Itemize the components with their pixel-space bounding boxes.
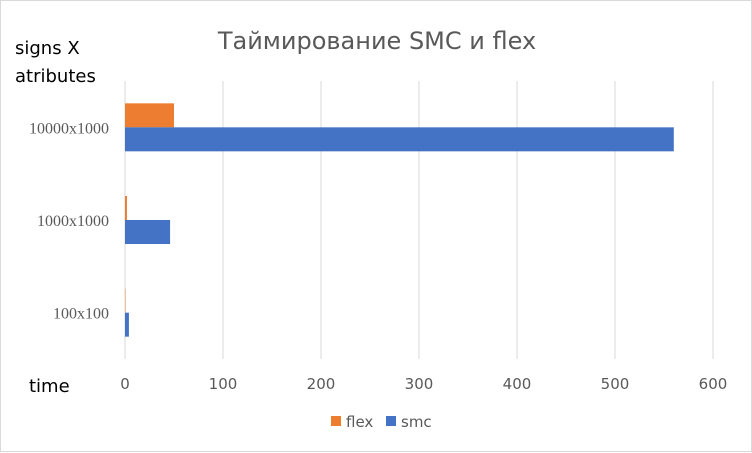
category-label: 1000x1000	[37, 213, 109, 230]
gridlines	[124, 81, 714, 359]
category-label: 10000x1000	[29, 120, 109, 137]
bar-smc-100x100	[125, 312, 129, 337]
x-tick-label: 300	[405, 375, 434, 393]
bar-flex-1000x1000	[125, 196, 127, 220]
x-tick-label: 0	[120, 375, 130, 393]
x-tick-label: 100	[209, 375, 238, 393]
x-tick-label: 500	[601, 375, 630, 393]
bars	[125, 103, 674, 337]
bar-smc-1000x1000	[125, 220, 171, 244]
legend-label-flex: flex	[346, 413, 373, 431]
bar-smc-10000x1000	[125, 127, 674, 152]
legend-label-smc: smc	[401, 413, 432, 431]
x-tick-label: 400	[503, 375, 532, 393]
x-tick-label: 600	[699, 375, 728, 393]
chart-title: Таймирование SMC и flex	[217, 27, 536, 55]
x-tick-label: 200	[307, 375, 336, 393]
legend-swatch-smc	[386, 416, 396, 426]
legend-swatch-flex	[331, 416, 341, 426]
x-tick-labels: 0 100 200 300 400 500 600	[120, 375, 727, 393]
x-axis-title: time	[29, 376, 70, 397]
bar-flex-100x100	[125, 288, 126, 313]
legend: flex smc	[331, 413, 432, 431]
category-labels: 10000x1000 1000x1000 100x100	[29, 120, 109, 322]
category-label: 100x100	[53, 306, 109, 323]
bar-flex-10000x1000	[125, 103, 174, 128]
